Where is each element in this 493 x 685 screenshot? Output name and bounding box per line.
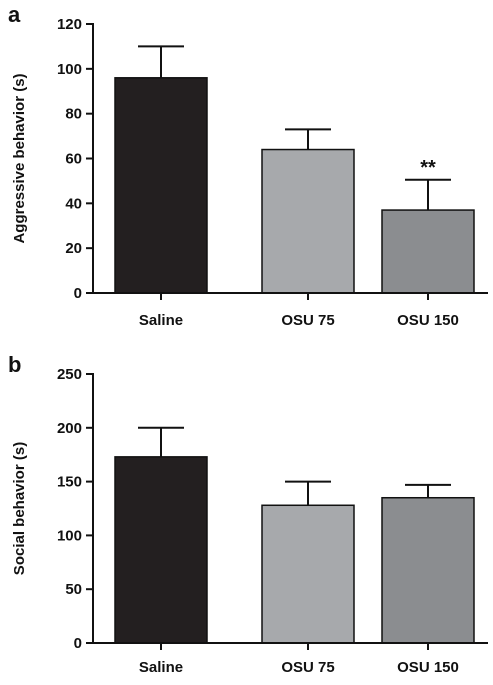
x-tick-label: OSU 75 — [281, 659, 334, 676]
bar-saline — [114, 456, 208, 644]
y-tick-label: 40 — [65, 195, 82, 212]
y-axis-title: Aggressive behavior (s) — [11, 73, 28, 243]
x-tick-label: OSU 150 — [397, 312, 459, 329]
x-tick-label: Saline — [139, 312, 183, 329]
bar-osu-75 — [261, 148, 355, 294]
y-tick-label: 50 — [65, 581, 82, 598]
y-axis-title: Social behavior (s) — [11, 442, 28, 575]
x-tick-label: Saline — [139, 659, 183, 676]
y-tick-label: 100 — [57, 527, 82, 544]
panel-letter-a: a — [8, 2, 21, 27]
significance-annotation: ** — [420, 157, 436, 179]
y-tick-label: 0 — [74, 635, 82, 652]
y-tick-label: 150 — [57, 474, 82, 491]
chart-panel-a: a Saline OSU 75 ** OSU 150 0 20 40 60 80 100 120 Agg… — [8, 2, 488, 329]
bar-osu-150 — [381, 209, 475, 294]
x-tick-label: OSU 75 — [281, 312, 334, 329]
chart-panel-b: b Saline OSU 75 OSU 150 0 50 100 150 200 250 Socia… — [8, 352, 488, 676]
y-tick-label: 80 — [65, 106, 82, 123]
y-tick-label: 200 — [57, 420, 82, 437]
y-tick-label: 250 — [57, 366, 82, 383]
y-tick-label: 60 — [65, 151, 82, 168]
bar-osu-150 — [381, 496, 475, 644]
bar-osu-75 — [261, 504, 355, 644]
panel-letter-b: b — [8, 352, 21, 377]
x-tick-label: OSU 150 — [397, 659, 459, 676]
y-tick-label: 100 — [57, 61, 82, 78]
y-tick-label: 120 — [57, 16, 82, 33]
bar-saline — [114, 77, 208, 294]
y-tick-label: 20 — [65, 240, 82, 257]
y-tick-label: 0 — [74, 285, 82, 302]
